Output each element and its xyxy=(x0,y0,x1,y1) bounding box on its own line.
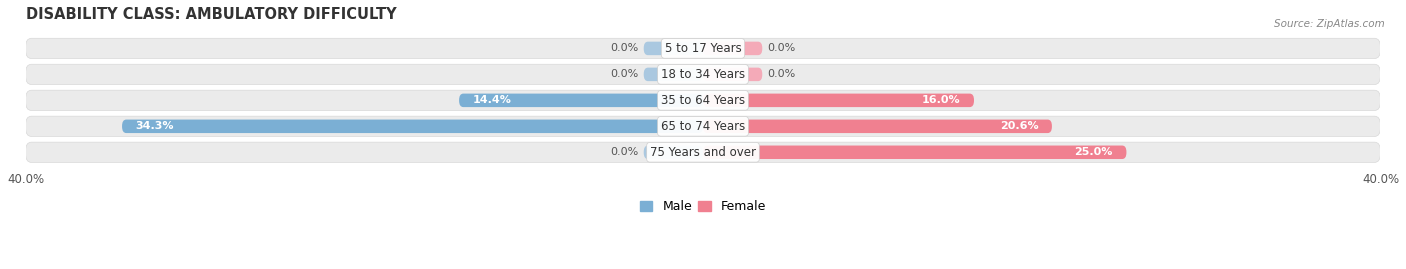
Text: 25.0%: 25.0% xyxy=(1074,147,1114,157)
Text: 34.3%: 34.3% xyxy=(135,121,174,131)
FancyBboxPatch shape xyxy=(703,146,1126,159)
Text: DISABILITY CLASS: AMBULATORY DIFFICULTY: DISABILITY CLASS: AMBULATORY DIFFICULTY xyxy=(25,7,396,22)
Text: 18 to 34 Years: 18 to 34 Years xyxy=(661,68,745,81)
FancyBboxPatch shape xyxy=(703,94,974,107)
FancyBboxPatch shape xyxy=(25,90,1381,111)
FancyBboxPatch shape xyxy=(25,142,1381,162)
FancyBboxPatch shape xyxy=(644,42,703,55)
Text: 16.0%: 16.0% xyxy=(922,95,960,105)
Text: 75 Years and over: 75 Years and over xyxy=(650,146,756,159)
Text: 35 to 64 Years: 35 to 64 Years xyxy=(661,94,745,107)
Text: 5 to 17 Years: 5 to 17 Years xyxy=(665,42,741,55)
Text: 0.0%: 0.0% xyxy=(768,69,796,79)
FancyBboxPatch shape xyxy=(703,42,762,55)
FancyBboxPatch shape xyxy=(460,94,703,107)
Text: 0.0%: 0.0% xyxy=(610,69,638,79)
FancyBboxPatch shape xyxy=(25,38,1381,59)
FancyBboxPatch shape xyxy=(703,119,1052,133)
Legend: Male, Female: Male, Female xyxy=(636,195,770,218)
Text: Source: ZipAtlas.com: Source: ZipAtlas.com xyxy=(1274,19,1385,29)
Text: 14.4%: 14.4% xyxy=(472,95,512,105)
FancyBboxPatch shape xyxy=(703,68,762,81)
Text: 0.0%: 0.0% xyxy=(768,43,796,54)
Text: 65 to 74 Years: 65 to 74 Years xyxy=(661,120,745,133)
FancyBboxPatch shape xyxy=(122,119,703,133)
FancyBboxPatch shape xyxy=(644,68,703,81)
FancyBboxPatch shape xyxy=(25,116,1381,136)
FancyBboxPatch shape xyxy=(644,146,703,159)
Text: 20.6%: 20.6% xyxy=(1000,121,1039,131)
Text: 0.0%: 0.0% xyxy=(610,147,638,157)
FancyBboxPatch shape xyxy=(25,64,1381,84)
Text: 0.0%: 0.0% xyxy=(610,43,638,54)
